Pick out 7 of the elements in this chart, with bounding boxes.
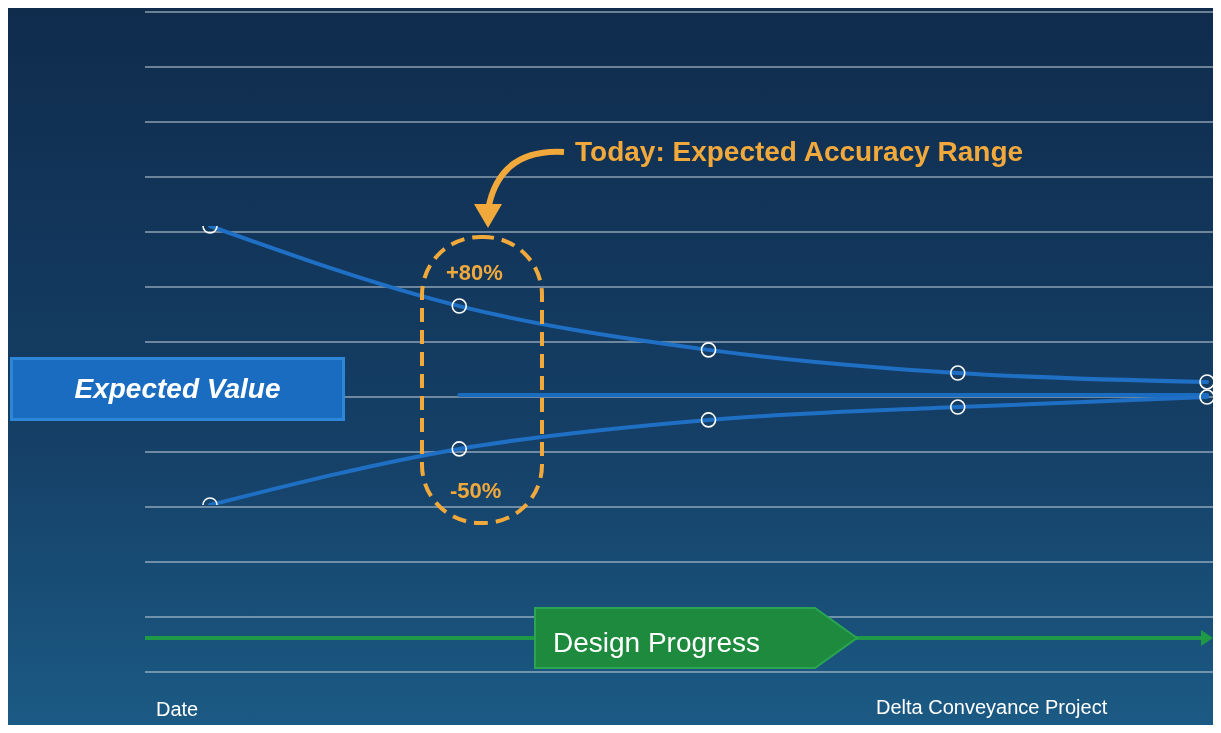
annotation: -50%: [450, 478, 502, 504]
text: Today: Expected Accuracy Range: [575, 136, 1024, 168]
text: Date: [156, 698, 199, 721]
text: Delta Conveyance Project: [876, 696, 1108, 719]
annotation: +80%: [446, 260, 503, 286]
text: Design Progress: [553, 627, 760, 659]
label-box: Expected Value: [10, 357, 345, 421]
